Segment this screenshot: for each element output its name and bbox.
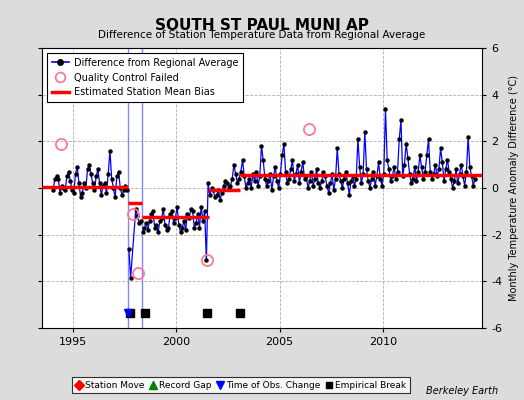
Legend: Difference from Regional Average, Quality Control Failed, Estimated Station Mean: Difference from Regional Average, Qualit… — [47, 53, 243, 102]
Legend: Station Move, Record Gap, Time of Obs. Change, Empirical Break: Station Move, Record Gap, Time of Obs. C… — [72, 377, 410, 394]
Text: Difference of Station Temperature Data from Regional Average: Difference of Station Temperature Data f… — [99, 30, 425, 40]
Y-axis label: Monthly Temperature Anomaly Difference (°C): Monthly Temperature Anomaly Difference (… — [509, 75, 519, 301]
Text: SOUTH ST PAUL MUNI AP: SOUTH ST PAUL MUNI AP — [155, 18, 369, 33]
Text: Berkeley Earth: Berkeley Earth — [425, 386, 498, 396]
